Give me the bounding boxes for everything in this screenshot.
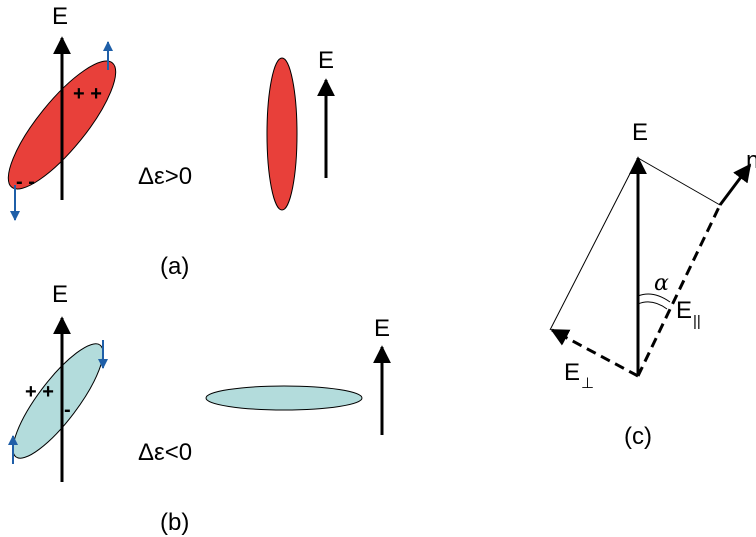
angle-arc-outer bbox=[637, 293, 671, 303]
panel-a-e-label: E bbox=[52, 3, 68, 30]
flat-molecule-tilted bbox=[12, 343, 104, 459]
delta-epsilon-negative: Δε<0 bbox=[138, 439, 192, 466]
n-label: n bbox=[746, 147, 756, 174]
panel-b: E + + - Δε<0 E (b) bbox=[7, 281, 391, 536]
panel-a-e-label-right: E bbox=[318, 47, 334, 74]
delta-epsilon-positive: Δε>0 bbox=[138, 163, 192, 190]
e-parallel-label: E|| bbox=[676, 297, 701, 330]
panel-a: E + + - - Δε>0 E (a) bbox=[7, 3, 335, 280]
projection-line-parallel bbox=[637, 157, 721, 206]
panel-b-e-label-right: E bbox=[374, 315, 390, 342]
plus-charges-b: + + bbox=[25, 381, 54, 403]
e-parallel-component bbox=[636, 204, 722, 377]
elongated-molecule-aligned bbox=[266, 57, 298, 211]
panel-c: E α n E|| E⊥ (c) bbox=[549, 119, 756, 450]
minus-charge-b: - bbox=[64, 399, 71, 421]
e-perpendicular-component bbox=[550, 328, 639, 378]
panel-a-caption: (a) bbox=[160, 253, 189, 280]
panel-b-e-label: E bbox=[52, 281, 68, 308]
projection-line-perp bbox=[549, 157, 639, 331]
director-n-arrow bbox=[718, 163, 752, 206]
angle-arc-inner bbox=[637, 301, 668, 310]
minus-charges: - - bbox=[16, 171, 35, 193]
flat-molecule-aligned bbox=[205, 385, 363, 411]
panel-c-e-label: E bbox=[632, 119, 648, 146]
panel-c-caption: (c) bbox=[624, 423, 652, 450]
alpha-label: α bbox=[654, 271, 669, 296]
plus-charges: + + bbox=[73, 83, 102, 105]
panel-b-caption: (b) bbox=[160, 509, 189, 536]
e-perp-label: E⊥ bbox=[564, 359, 594, 392]
